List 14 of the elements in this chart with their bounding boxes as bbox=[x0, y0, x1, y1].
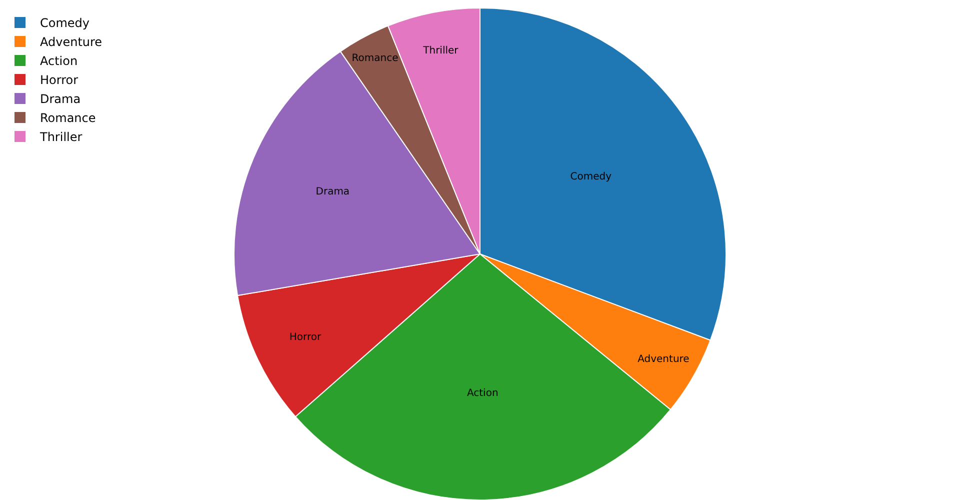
slice-label: Horror bbox=[289, 332, 322, 343]
slice-label: Adventure bbox=[638, 354, 690, 365]
slice-label: Drama bbox=[316, 186, 350, 198]
slice-label: Comedy bbox=[570, 172, 612, 183]
legend-label: Thriller bbox=[39, 130, 82, 144]
legend-label: Comedy bbox=[40, 16, 90, 30]
slice-label: Action bbox=[466, 388, 498, 400]
slice-label: Romance bbox=[352, 53, 398, 64]
legend-label: Adventure bbox=[40, 35, 102, 50]
legend-label: Action bbox=[40, 54, 78, 68]
slice-label: Thriller bbox=[422, 46, 460, 57]
legend-label: Horror bbox=[40, 73, 78, 88]
legend-label: Drama bbox=[40, 92, 81, 106]
legend-label: Romance bbox=[40, 111, 96, 126]
